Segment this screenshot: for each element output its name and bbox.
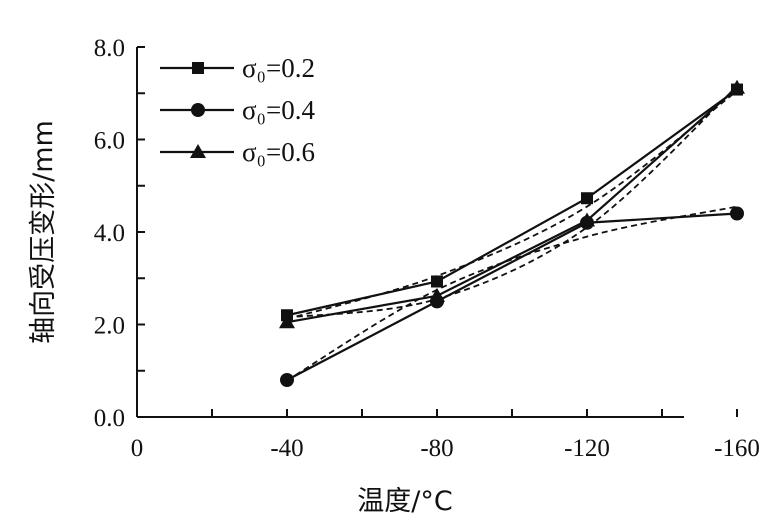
- legend: σ₀=0.2 σ₀=0.4 σ₀=0.6: [160, 53, 315, 167]
- x-ticks: [211, 409, 738, 417]
- data-point: [280, 373, 294, 387]
- legend-label: σ₀=0.4: [242, 95, 315, 125]
- data-point: [579, 212, 595, 227]
- fit-curves: [286, 85, 738, 382]
- legend-label: σ₀=0.6: [242, 137, 315, 167]
- data-point: [431, 275, 443, 288]
- x-axis-title: 温度/°C: [357, 486, 452, 517]
- data-point: [581, 192, 593, 205]
- data-point: [429, 287, 445, 302]
- fit-curve: [286, 85, 738, 319]
- legend-marker: [192, 62, 204, 74]
- series-markers: [279, 79, 745, 387]
- y-tick-label: 0.0: [94, 405, 125, 432]
- x-tick-label: -40: [270, 435, 303, 462]
- x-tick-label: -120: [564, 435, 610, 462]
- y-tick-label: 2.0: [94, 313, 125, 340]
- y-tick-label: 6.0: [94, 128, 125, 155]
- data-point: [730, 206, 744, 221]
- series-line: [286, 88, 738, 317]
- y-tick-label: 4.0: [94, 220, 125, 247]
- x-tick-label: 0: [131, 435, 144, 462]
- x-tick-label: -80: [420, 435, 453, 462]
- legend-label: σ₀=0.2: [242, 53, 315, 83]
- y-tick-labels: 0.0 2.0 4.0 6.0 8.0: [94, 35, 125, 432]
- series-lines: [286, 86, 738, 381]
- series-line: [286, 86, 738, 324]
- y-tick-label: 8.0: [94, 35, 125, 62]
- fit-curve: [286, 90, 738, 320]
- series-line: [286, 212, 738, 381]
- x-tick-label: -160: [714, 435, 760, 462]
- legend-marker: [191, 103, 205, 117]
- data-point: [729, 79, 745, 94]
- legend-marker: [190, 144, 206, 158]
- x-tick-labels: 0 -40 -80 -120 -160: [131, 435, 760, 462]
- y-axis-title: 轴向受压变形/mm: [28, 120, 59, 344]
- fit-curve: [286, 205, 738, 382]
- y-ticks: [137, 46, 145, 418]
- data-point: [279, 314, 295, 329]
